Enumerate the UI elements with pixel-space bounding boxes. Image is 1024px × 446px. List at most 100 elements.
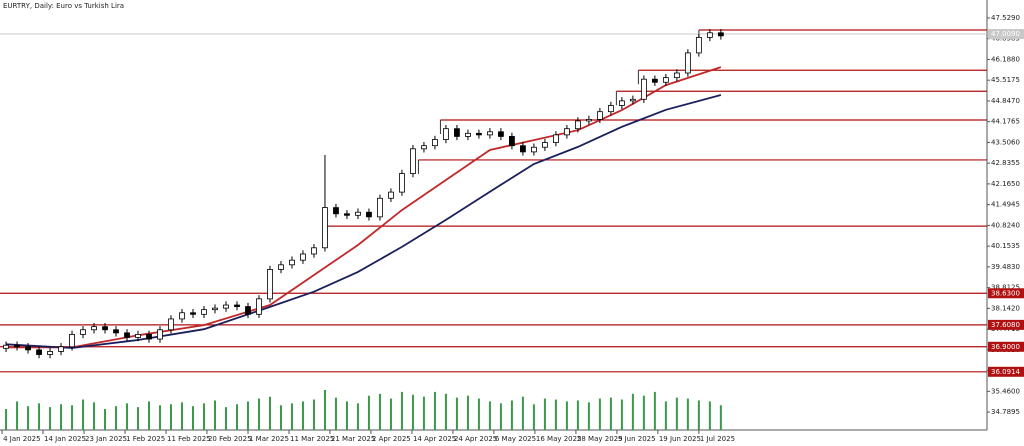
volume-bar bbox=[126, 403, 129, 430]
candle-body bbox=[618, 100, 625, 106]
candle-body bbox=[234, 304, 240, 307]
candle-body bbox=[388, 191, 394, 199]
x-tick-label: 21 Mar 2025 bbox=[331, 435, 375, 443]
volume-bar bbox=[257, 398, 260, 430]
volume-bar bbox=[159, 405, 162, 430]
volume-bar bbox=[323, 390, 326, 430]
volume-bar bbox=[576, 400, 579, 430]
volume-bar bbox=[642, 395, 645, 430]
volume-bar bbox=[708, 401, 711, 430]
candle-body bbox=[366, 211, 372, 218]
y-tick-label: 35.4600 bbox=[991, 387, 1020, 395]
volume-bar bbox=[510, 400, 513, 430]
candle-body bbox=[717, 32, 724, 37]
candle-body bbox=[662, 77, 669, 83]
volume-bar bbox=[82, 399, 85, 430]
level-label-box bbox=[988, 288, 1024, 299]
level-label-box bbox=[988, 366, 1024, 377]
level-label: 38.6300 bbox=[991, 289, 1020, 297]
x-tick-label: 6 May 2025 bbox=[495, 435, 536, 443]
y-tick-label: 38.8125 bbox=[991, 284, 1020, 292]
candle-body bbox=[399, 173, 405, 193]
candle-body bbox=[47, 351, 53, 355]
volume-bar bbox=[213, 400, 216, 430]
volume-bar bbox=[664, 401, 667, 430]
x-tick-label: 1 Feb 2025 bbox=[126, 435, 165, 443]
level-label: 37.6080 bbox=[991, 321, 1020, 329]
y-tick-label: 42.8355 bbox=[991, 159, 1020, 167]
volume-bar bbox=[686, 398, 689, 430]
candle-body bbox=[344, 213, 350, 216]
y-tick-label: 44.8470 bbox=[991, 97, 1020, 105]
y-tick-label: 46.1880 bbox=[991, 55, 1020, 63]
candle-body bbox=[498, 131, 504, 137]
candle-body bbox=[432, 139, 438, 147]
candle-body bbox=[553, 134, 559, 144]
candle-body bbox=[607, 105, 614, 113]
x-tick-label: 23 Jan 2025 bbox=[85, 435, 127, 443]
candle-body bbox=[443, 128, 449, 140]
candle-body bbox=[531, 146, 537, 153]
candle-body bbox=[465, 132, 471, 137]
candle-body bbox=[212, 307, 218, 311]
volume-bar bbox=[532, 404, 535, 430]
volume-bar bbox=[499, 403, 502, 430]
volume-bar bbox=[631, 393, 634, 430]
candle-body bbox=[157, 329, 163, 340]
candle-body bbox=[245, 306, 251, 315]
candle-body bbox=[586, 119, 592, 122]
last-price-label: 47.0090 bbox=[991, 30, 1020, 38]
volume-bar bbox=[235, 404, 238, 430]
volume-bar bbox=[356, 403, 359, 430]
volume-bar bbox=[60, 404, 63, 430]
volume-bar bbox=[16, 401, 19, 430]
candle-body bbox=[91, 326, 97, 331]
candle-body bbox=[487, 131, 493, 136]
candle-body bbox=[575, 120, 581, 130]
volume-bar bbox=[192, 406, 195, 430]
volume-bar bbox=[378, 393, 381, 430]
y-tick-label: 44.1765 bbox=[991, 118, 1020, 126]
x-tick-label: 14 Apr 2025 bbox=[413, 435, 456, 443]
level-label-box bbox=[988, 319, 1024, 330]
candle-body bbox=[135, 334, 141, 338]
candle-body bbox=[289, 259, 295, 266]
x-tick-label: 1 Mar 2025 bbox=[249, 435, 289, 443]
volume-bar bbox=[148, 401, 151, 430]
volume-bar bbox=[345, 401, 348, 430]
volume-bar bbox=[38, 403, 41, 430]
volume-bar bbox=[27, 406, 30, 430]
volume-bar bbox=[554, 399, 557, 430]
candle-body bbox=[706, 32, 713, 38]
volume-bar bbox=[137, 407, 140, 430]
candle-body bbox=[113, 329, 119, 334]
volume-bar bbox=[5, 409, 8, 430]
candle-body bbox=[190, 312, 196, 315]
candle-body bbox=[410, 148, 416, 174]
volume-bar bbox=[115, 406, 118, 430]
candle-body bbox=[322, 207, 328, 249]
candle-body bbox=[168, 318, 174, 331]
x-tick-label: 9 Jun 2025 bbox=[618, 435, 656, 443]
y-tick-label: 40.1535 bbox=[991, 242, 1020, 250]
volume-bar bbox=[268, 396, 271, 430]
volume-bar bbox=[367, 395, 370, 430]
x-tick-label: 2 Apr 2025 bbox=[372, 435, 411, 443]
y-tick-label: 47.5290 bbox=[991, 14, 1020, 22]
y-tick-label: 39.4830 bbox=[991, 263, 1020, 271]
x-tick-label: 24 Apr 2025 bbox=[454, 435, 497, 443]
candle-body bbox=[3, 344, 9, 349]
candle-body bbox=[311, 247, 317, 255]
volume-bar bbox=[455, 397, 458, 430]
volume-bar bbox=[279, 405, 282, 430]
volume-bar bbox=[49, 407, 52, 430]
level-label: 36.0914 bbox=[991, 368, 1020, 376]
level-label: 36.9000 bbox=[991, 343, 1020, 351]
x-tick-label: 28 May 2025 bbox=[577, 435, 623, 443]
candle-body bbox=[640, 78, 647, 100]
x-tick-label: 4 Jan 2025 bbox=[3, 435, 41, 443]
volume-bar bbox=[653, 391, 656, 430]
candle-body bbox=[278, 264, 284, 270]
volume-bar bbox=[521, 396, 524, 430]
x-tick-label: 11 Mar 2025 bbox=[290, 435, 334, 443]
